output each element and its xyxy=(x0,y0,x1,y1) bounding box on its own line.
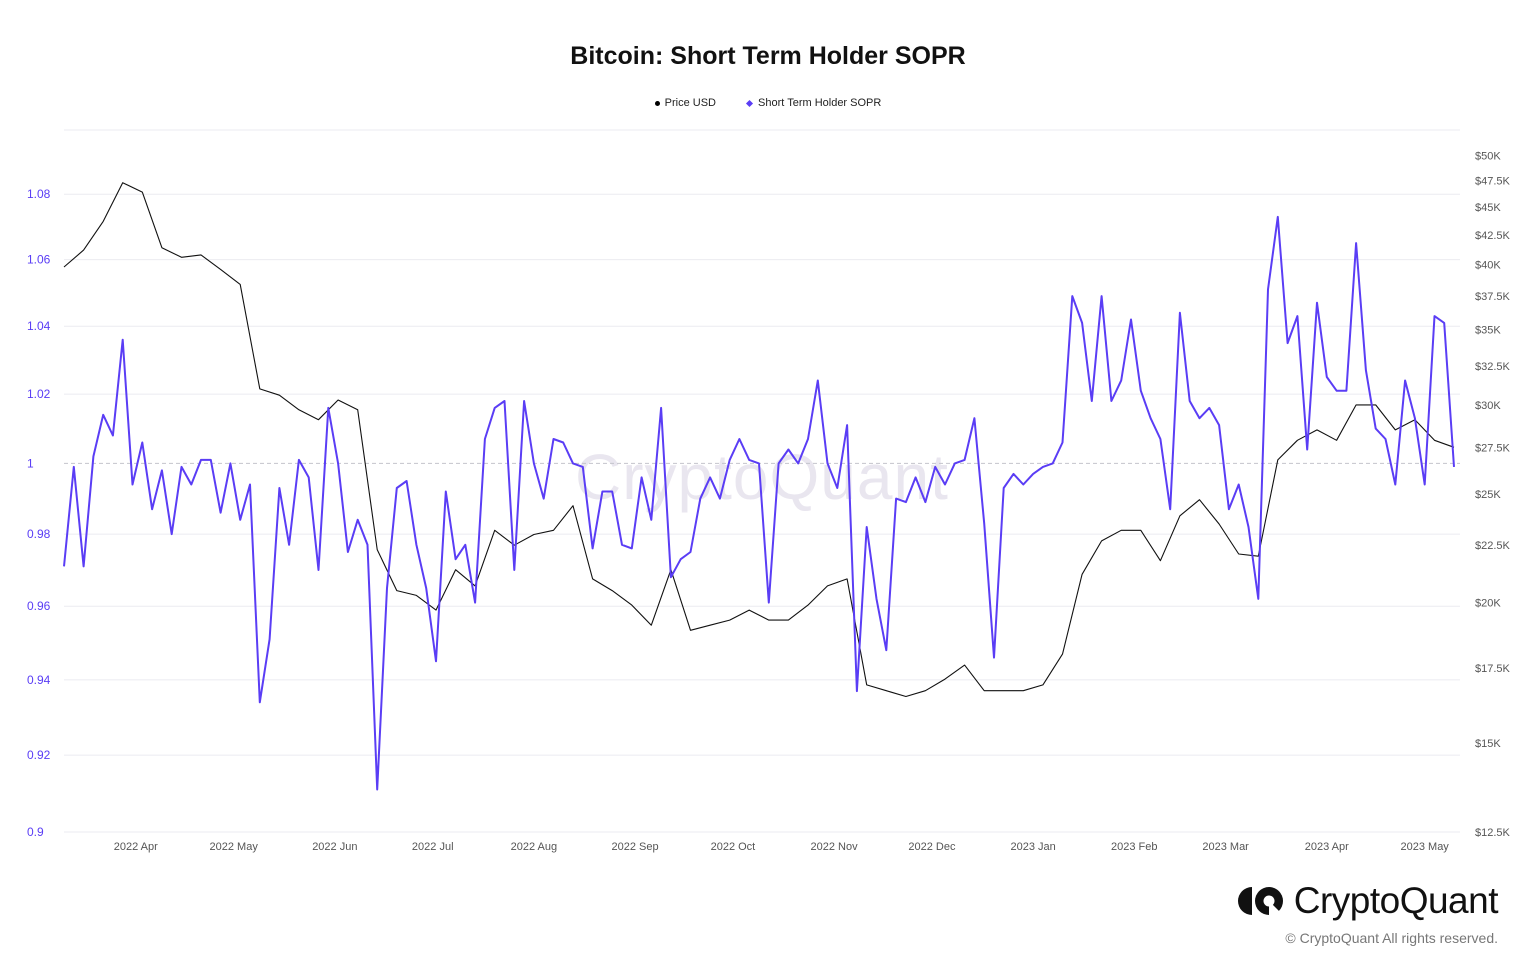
copyright: © CryptoQuant All rights reserved. xyxy=(1285,930,1498,946)
series-lines xyxy=(63,182,1455,791)
right-tick-label: $12.5K xyxy=(1475,827,1511,839)
right-tick-label: $37.5K xyxy=(1475,291,1511,303)
left-tick-label: 0.94 xyxy=(27,673,51,687)
x-tick-label: 2023 Jan xyxy=(1010,841,1055,853)
left-tick-label: 0.92 xyxy=(27,748,51,762)
chart-title: Bitcoin: Short Term Holder SOPR xyxy=(570,42,966,70)
left-tick-label: 1.04 xyxy=(27,319,51,333)
left-tick-label: 1.06 xyxy=(27,253,51,267)
legend-label: Price USD xyxy=(664,97,716,109)
x-tick-label: 2022 Nov xyxy=(811,841,859,853)
sopr-line xyxy=(63,215,1455,791)
diamond-marker-icon xyxy=(746,99,754,107)
price-line xyxy=(63,182,1455,698)
cryptoquant-logo-icon xyxy=(1237,887,1283,915)
x-tick-label: 2022 Sep xyxy=(611,841,658,853)
right-tick-label: $40K xyxy=(1475,260,1501,272)
right-tick-label: $32.5K xyxy=(1475,361,1511,373)
x-tick-label: 2022 Apr xyxy=(114,841,158,853)
x-tick-label: 2023 Feb xyxy=(1111,841,1157,853)
legend: Price USD Short Term Holder SOPR xyxy=(0,97,1536,109)
right-tick-label: $47.5K xyxy=(1475,176,1511,188)
x-tick-label: 2023 Mar xyxy=(1202,841,1249,853)
right-tick-label: $25K xyxy=(1475,489,1501,501)
right-tick-label: $30K xyxy=(1475,400,1501,412)
left-tick-label: 1.08 xyxy=(27,187,51,201)
right-tick-label: $35K xyxy=(1475,325,1501,337)
cryptoquant-logo: CryptoQuant xyxy=(1237,880,1499,922)
legend-item-price[interactable]: Price USD xyxy=(654,97,716,109)
x-tick-label: 2022 Jul xyxy=(412,841,454,853)
left-tick-label: 0.98 xyxy=(27,527,51,541)
circle-marker-icon xyxy=(654,100,660,106)
right-tick-label: $15K xyxy=(1475,738,1501,750)
right-tick-label: $22.5K xyxy=(1475,540,1511,552)
right-tick-label: $20K xyxy=(1475,598,1501,610)
x-axis: 2022 Apr 2022 May 2022 Jun 2022 Jul 2022 Aug… xyxy=(114,841,1450,853)
left-tick-label: 0.9 xyxy=(27,825,44,839)
left-axis: 1.08 1.06 1.04 1.02 1 0.98 0.96 0.94 0.92 0.9 xyxy=(27,187,51,839)
x-tick-label: 2022 Jun xyxy=(312,841,357,853)
left-tick-label: 1 xyxy=(27,456,34,470)
x-tick-label: 2023 May xyxy=(1401,841,1450,853)
right-tick-label: $50K xyxy=(1475,151,1501,163)
legend-item-sopr[interactable]: Short Term Holder SOPR xyxy=(746,97,882,109)
right-tick-label: $42.5K xyxy=(1475,230,1511,242)
x-tick-label: 2022 May xyxy=(210,841,259,853)
x-tick-label: 2022 Oct xyxy=(711,841,756,853)
legend-label: Short Term Holder SOPR xyxy=(758,97,882,109)
right-axis: $50K $47.5K $45K $42.5K $40K $37.5K $35K $32.5K… xyxy=(1475,151,1511,839)
brand-name: CryptoQuant xyxy=(1293,880,1499,921)
left-tick-label: 0.96 xyxy=(27,599,51,613)
left-tick-label: 1.02 xyxy=(27,387,51,401)
right-tick-label: $17.5K xyxy=(1475,663,1511,675)
right-tick-label: $27.5K xyxy=(1475,442,1511,454)
right-tick-label: $45K xyxy=(1475,202,1501,214)
x-tick-label: 2023 Apr xyxy=(1305,841,1349,853)
x-tick-label: 2022 Dec xyxy=(908,841,956,853)
x-tick-label: 2022 Aug xyxy=(511,841,558,853)
gridlines xyxy=(64,129,1460,833)
